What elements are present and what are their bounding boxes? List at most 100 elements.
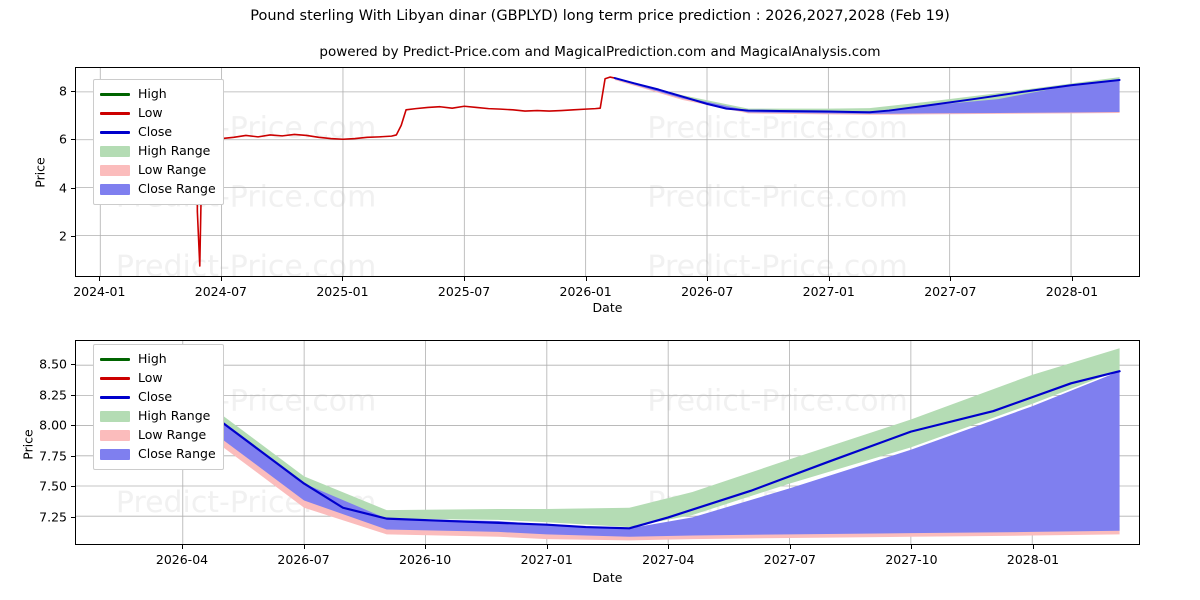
legend-top-label: High [138,86,167,102]
x-tick-label: 2025-07 [437,284,491,299]
legend-top-item-high[interactable]: High [100,85,216,104]
legend-patch-swatch-icon [100,410,130,424]
x-tick-mark [1071,277,1073,281]
legend-top[interactable]: High Low Close High Range Low Range Close Ran… [93,79,224,205]
x-tick-label: 2027-04 [642,552,695,567]
legend-bottom-label: Low Range [138,427,207,443]
y-axis-label-top: Price [32,157,48,188]
x-tick-label: 2028-01 [1006,552,1060,567]
x-tick-mark [464,277,466,281]
x-tick-mark [99,277,101,281]
x-axis-label-top: Date [592,300,623,315]
x-tick-mark [303,545,305,549]
svg-text:Predict-Price.com: Predict-Price.com [647,249,907,276]
x-tick-mark [911,545,913,549]
x-tick-mark [425,545,427,549]
y-tick-label: 8.25 [39,387,67,403]
legend-line-swatch-icon [100,353,130,367]
legend-bottom-item-low[interactable]: Low [100,369,216,388]
y-tick-label: 2 [59,228,67,244]
svg-text:Predict-Price.com: Predict-Price.com [647,180,907,215]
y-tick-mark [71,425,75,427]
legend-line-swatch-icon [100,88,130,102]
x-tick-label: 2026-10 [399,552,452,567]
x-tick-mark [668,545,670,549]
legend-top-label: Close Range [138,181,216,197]
y-tick-mark [71,187,75,189]
legend-top-label: Close [138,124,173,140]
y-tick-mark [71,364,75,366]
legend-line-swatch-icon [100,372,130,386]
y-tick-label: 4 [59,180,67,196]
legend-bottom-label: Close [138,389,173,405]
x-tick-label: 2024-07 [194,284,247,299]
price-history-plot-area: Predict-Price.com Predict-Price.com Predic… [76,68,1139,276]
legend-top-item-close-range[interactable]: Close Range [100,180,216,199]
x-tick-label: 2026-07 [681,284,734,299]
price-forecast-plot-area: Predict-Price.com Predict-Price.comPredic… [76,341,1139,544]
y-tick-label: 6 [59,131,67,147]
y-tick-mark [71,91,75,93]
legend-bottom-item-low-range[interactable]: Low Range [100,426,216,445]
x-tick-label: 2027-07 [924,284,977,299]
y-tick-label: 8.00 [39,417,67,433]
legend-bottom-item-close[interactable]: Close [100,388,216,407]
x-tick-label: 2028-01 [1045,284,1099,299]
legend-line-swatch-icon [100,126,130,140]
legend-bottom-item-high-range[interactable]: High Range [100,407,216,426]
y-tick-label: 8 [59,83,67,99]
band-high-range [119,345,1120,528]
grid-lines [76,68,1139,276]
band-high-range [614,77,1120,113]
legend-patch-swatch-icon [100,164,130,178]
legend-patch-swatch-icon [100,429,130,443]
x-tick-label: 2026-07 [277,552,330,567]
x-tick-label: 2027-01 [802,284,855,299]
band-close-range [614,78,1120,114]
y-tick-label: 7.75 [39,448,67,464]
legend-bottom-label: Close Range [138,446,216,462]
y-axis-label-bottom: Price [20,429,36,460]
legend-top-label: High Range [138,143,211,159]
y-tick-label: 7.50 [39,478,67,494]
legend-patch-swatch-icon [100,183,130,197]
x-tick-label: 2027-01 [520,552,573,567]
legend-top-item-low-range[interactable]: Low Range [100,161,216,180]
x-axis-label-bottom: Date [592,570,623,585]
x-tick-mark [828,277,830,281]
band-close-range [119,350,1120,537]
series-line-close [118,349,1121,530]
x-tick-label: 2026-01 [559,284,612,299]
x-tick-mark [546,545,548,549]
legend-top-item-low[interactable]: Low [100,104,216,123]
x-tick-mark [181,545,183,549]
x-tick-label: 2024-01 [73,284,126,299]
page-title: Pound sterling With Libyan dinar (GBPLYD… [250,8,950,24]
legend-top-label: Low [138,105,163,121]
legend-top-item-close[interactable]: Close [100,123,216,142]
legend-bottom-item-close-range[interactable]: Close Range [100,445,216,464]
y-tick-mark [71,235,75,237]
legend-top-item-high-range[interactable]: High Range [100,142,216,161]
x-tick-label: 2026-04 [155,552,209,567]
y-tick-mark [71,516,75,518]
y-tick-label: 7.25 [39,509,67,525]
legend-bottom[interactable]: High Low Close High Range Low Range Close Ran… [93,344,224,470]
y-tick-mark [71,455,75,457]
svg-text:Predict-Price.com: Predict-Price.com [647,383,907,418]
y-tick-mark [71,139,75,141]
y-tick-label: 8.50 [39,356,67,372]
x-tick-mark [789,545,791,549]
x-tick-label: 2027-10 [885,552,938,567]
x-tick-mark [585,277,587,281]
x-tick-mark [220,277,222,281]
legend-bottom-label: Low [138,370,163,386]
legend-bottom-label: High Range [138,408,211,424]
legend-top-label: Low Range [138,162,207,178]
legend-bottom-label: High [138,351,167,367]
watermark-text: Predict-Price.com Predict-Price.com Predic… [116,110,908,276]
x-tick-mark [342,277,344,281]
price-history-chart: Predict-Price.com Predict-Price.com Predic… [75,67,1140,277]
svg-text:Predict-Price.com: Predict-Price.com [116,249,376,276]
legend-bottom-item-high[interactable]: High [100,350,216,369]
